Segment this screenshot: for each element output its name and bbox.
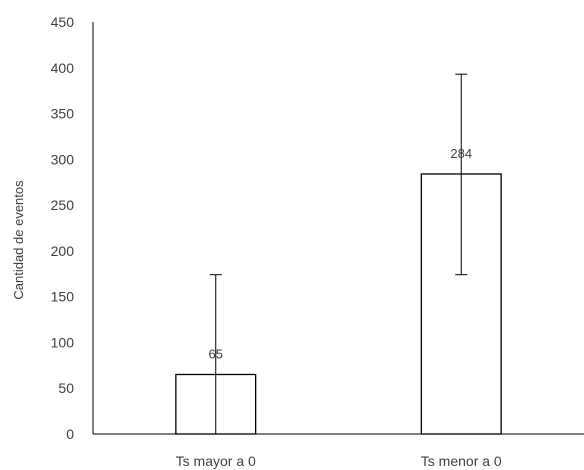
y-tick-label: 250 bbox=[51, 197, 75, 213]
y-tick-label: 150 bbox=[51, 289, 75, 305]
x-category-label: Ts mayor a 0 bbox=[176, 453, 256, 469]
y-tick-label: 400 bbox=[51, 60, 75, 76]
data-labels: 65 284 bbox=[209, 146, 473, 362]
y-tick-label: 50 bbox=[58, 380, 74, 396]
y-tick-label: 100 bbox=[51, 334, 75, 350]
category-labels: Ts mayor a 0 Ts menor a 0 bbox=[176, 453, 502, 469]
y-tick-label: 200 bbox=[51, 243, 75, 259]
bars bbox=[175, 173, 502, 435]
x-category-label: Ts menor a 0 bbox=[421, 453, 502, 469]
error-bars bbox=[209, 73, 468, 434]
y-tick-label: 450 bbox=[51, 14, 75, 30]
y-tick-label: 350 bbox=[51, 106, 75, 122]
data-label: 65 bbox=[209, 346, 223, 361]
y-axis-ticks: 0 50 100 150 200 250 300 350 400 450 bbox=[51, 14, 75, 442]
y-tick-label: 0 bbox=[66, 426, 74, 442]
data-label: 284 bbox=[450, 146, 472, 161]
y-axis-title: Cantidad de eventos bbox=[11, 180, 26, 300]
y-tick-label: 300 bbox=[51, 151, 75, 167]
